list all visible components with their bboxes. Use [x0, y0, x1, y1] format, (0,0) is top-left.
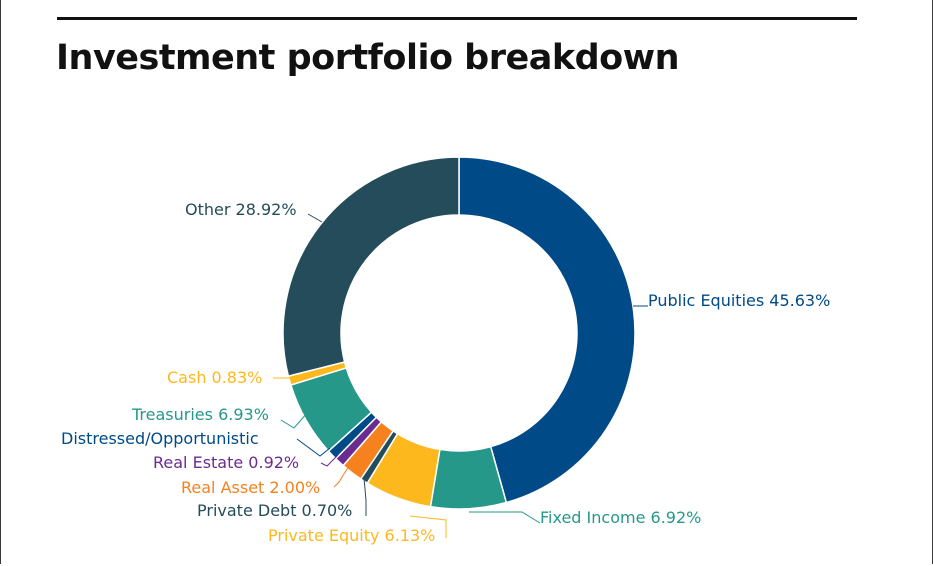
slice-public-equities[interactable] — [458, 156, 636, 504]
donut-slices — [282, 156, 636, 510]
leader-line-treasuries — [280, 411, 309, 429]
label-treasuries: Treasuries 6.93% — [131, 405, 269, 424]
leader-line-real-estate — [320, 454, 339, 467]
title-rule — [57, 17, 857, 20]
leader-line-private-equity — [409, 515, 447, 538]
leader-line-distressed-opportunistic — [296, 438, 331, 457]
label-real-estate: Real Estate 0.92% — [153, 453, 299, 472]
leader-line-real-asset — [333, 465, 350, 488]
leader-line-private-debt — [363, 477, 367, 516]
label-fixed-income: Fixed Income 6.92% — [540, 508, 701, 527]
slice-other[interactable] — [282, 156, 460, 378]
label-private-equity: Private Equity 6.13% — [268, 526, 435, 545]
chart-title: Investment portfolio breakdown — [56, 38, 679, 78]
label-private-debt: Private Debt 0.70% — [197, 501, 352, 520]
label-real-asset: Real Asset 2.00% — [181, 478, 320, 497]
leader-line-other — [307, 213, 323, 223]
label-cash: Cash 0.83% — [167, 368, 262, 387]
label-leader-lines — [273, 213, 648, 538]
label-public-equities: Public Equities 45.63% — [648, 291, 830, 310]
label-other: Other 28.92% — [185, 200, 297, 219]
leader-line-fixed-income — [469, 511, 541, 524]
slice-labels: Public Equities 45.63% Fixed Income 6.92%… — [61, 200, 830, 545]
label-distressed-opportunistic: Distressed/Opportunistic — [61, 429, 259, 448]
